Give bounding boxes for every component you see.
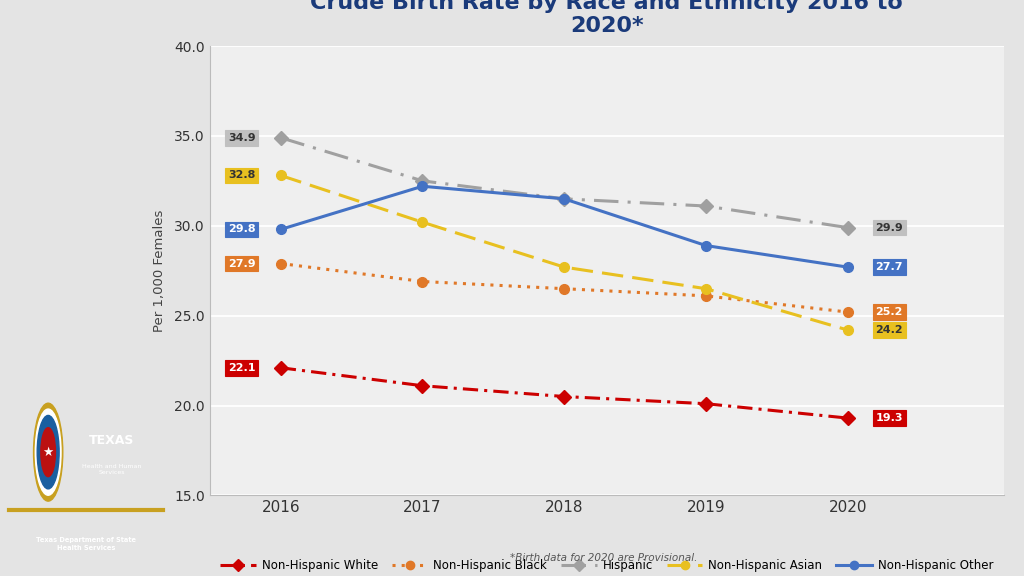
Text: 25.2: 25.2 — [876, 307, 903, 317]
Text: ★: ★ — [43, 446, 54, 458]
Circle shape — [37, 415, 59, 489]
Text: 34.9: 34.9 — [228, 132, 256, 143]
Text: 27.9: 27.9 — [228, 259, 256, 268]
Text: *Birth data for 2020 are Provisional.: *Birth data for 2020 are Provisional. — [511, 554, 697, 563]
Title: Crude Birth Rate by Race and Ethnicity 2016 to
2020*: Crude Birth Rate by Race and Ethnicity 2… — [310, 0, 903, 36]
Text: 22.1: 22.1 — [228, 363, 256, 373]
Text: 24.2: 24.2 — [876, 325, 903, 335]
Text: 19.3: 19.3 — [876, 413, 903, 423]
Text: 27.7: 27.7 — [876, 262, 903, 272]
Text: TEXAS: TEXAS — [89, 434, 134, 447]
Circle shape — [35, 409, 61, 495]
Text: 29.9: 29.9 — [876, 222, 903, 233]
Y-axis label: Per 1,000 Females: Per 1,000 Females — [153, 210, 166, 332]
Text: Health and Human
Services: Health and Human Services — [82, 464, 141, 475]
Legend: Non-Hispanic White, Non-Hispanic Black, Hispanic, Non-Hispanic Asian, Non-Hispan: Non-Hispanic White, Non-Hispanic Black, … — [215, 555, 998, 576]
Text: 29.8: 29.8 — [228, 225, 256, 234]
Text: Texas Department of State
Health Services: Texas Department of State Health Service… — [36, 537, 136, 551]
Circle shape — [34, 403, 62, 501]
Text: 32.8: 32.8 — [228, 170, 256, 180]
Circle shape — [41, 427, 55, 477]
